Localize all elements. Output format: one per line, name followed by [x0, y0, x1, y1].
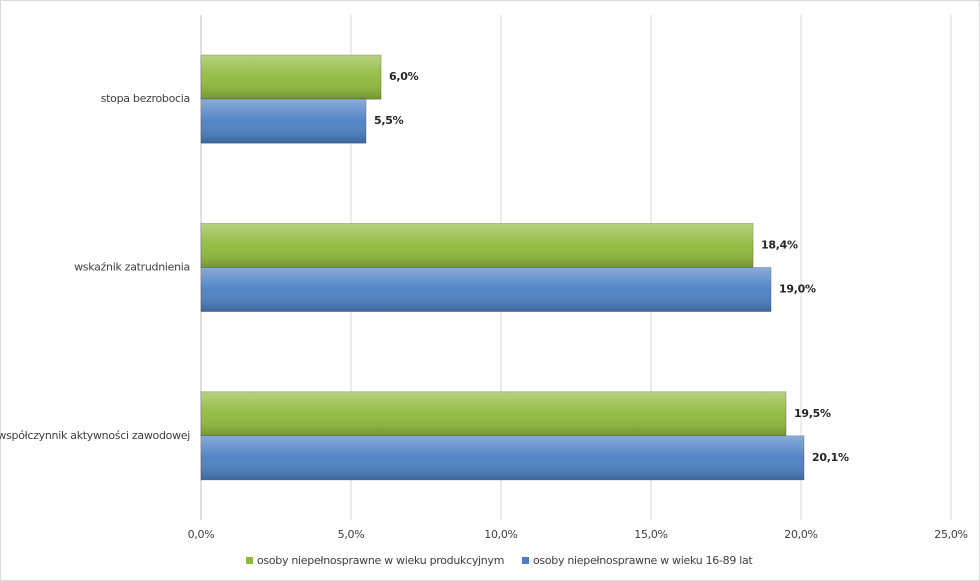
- bar-shine: [201, 267, 771, 312]
- category-label: stopa bezrobocia: [101, 92, 190, 105]
- x-tick-label: 15,0%: [634, 528, 667, 541]
- x-tick-label: 20,0%: [784, 528, 817, 541]
- bar-shine: [201, 435, 804, 480]
- value-label: 19,5%: [794, 407, 831, 420]
- value-label: 18,4%: [761, 239, 798, 252]
- legend-label: osoby niepełnosprawne w wieku produkcyjn…: [257, 554, 504, 567]
- legend-swatch: [246, 557, 253, 564]
- value-label: 19,0%: [779, 283, 816, 296]
- bar-shine: [201, 99, 366, 144]
- value-label: 5,5%: [374, 114, 404, 127]
- value-label: 20,1%: [812, 451, 849, 464]
- bar-shine: [201, 55, 381, 100]
- x-tick-label: 10,0%: [484, 528, 517, 541]
- value-label: 6,0%: [389, 70, 419, 83]
- legend-swatch: [522, 557, 529, 564]
- legend-label: osoby niepełnosprawne w wieku 16-89 lat: [533, 554, 753, 567]
- x-tick-label: 5,0%: [338, 528, 365, 541]
- bar-shine: [201, 391, 786, 436]
- x-tick-label: 25,0%: [934, 528, 967, 541]
- x-tick-label: 0,0%: [188, 528, 215, 541]
- category-label: współczynnik aktywności zawodowej: [0, 429, 190, 442]
- bar-shine: [201, 223, 753, 268]
- category-label: wskaźnik zatrudnienia: [74, 261, 190, 274]
